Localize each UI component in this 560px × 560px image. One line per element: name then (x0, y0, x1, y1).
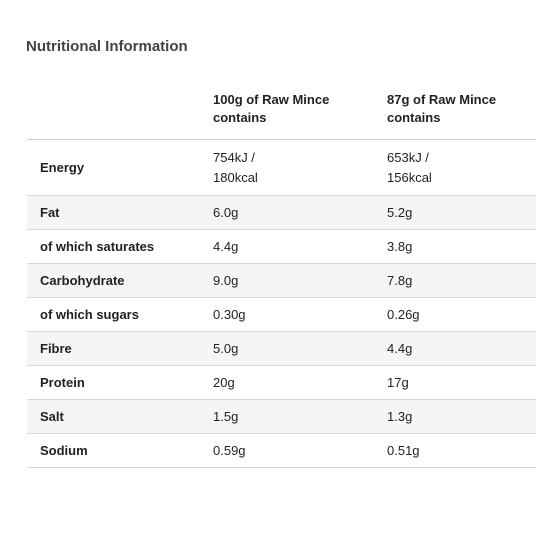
value-per-100g: 4.4g (213, 229, 387, 264)
value-per-87g: 653kJ / 156kcal (387, 139, 536, 196)
value-line: 156kcal (387, 169, 432, 185)
value-per-87g: 5.2g (387, 195, 536, 230)
value-per-87g: 3.8g (387, 229, 536, 264)
table-row: Salt 1.5g 1.3g (27, 399, 536, 434)
value-per-87g: 0.51g (387, 433, 536, 468)
table-row: of which sugars 0.30g 0.26g (27, 297, 536, 332)
value-per-100g: 1.5g (213, 399, 387, 434)
value-per-100g: 20g (213, 365, 387, 400)
value-per-87g: 4.4g (387, 331, 536, 366)
header-nutrient (27, 82, 213, 140)
value-per-100g: 754kJ / 180kcal (213, 139, 387, 196)
value-per-87g: 0.26g (387, 297, 536, 332)
table-row: Sodium 0.59g 0.51g (27, 433, 536, 468)
value-per-100g: 0.59g (213, 433, 387, 468)
table-row: Protein 20g 17g (27, 365, 536, 400)
row-label: Carbohydrate (27, 263, 213, 298)
table-row: Fibre 5.0g 4.4g (27, 331, 536, 366)
nutrition-table: 100g of Raw Mince contains 87g of Raw Mi… (27, 82, 536, 468)
table-row: of which saturates 4.4g 3.8g (27, 229, 536, 264)
value-per-100g: 9.0g (213, 263, 387, 298)
table-header-row: 100g of Raw Mince contains 87g of Raw Mi… (27, 82, 536, 140)
value-line: 180kcal (213, 169, 258, 185)
value-line: 754kJ / (213, 149, 255, 165)
row-label: Sodium (27, 433, 213, 468)
table-row: Carbohydrate 9.0g 7.8g (27, 263, 536, 298)
value-per-87g: 7.8g (387, 263, 536, 298)
row-label: Salt (27, 399, 213, 434)
value-per-100g: 6.0g (213, 195, 387, 230)
row-label: Energy (27, 139, 213, 196)
row-label: Fibre (27, 331, 213, 366)
row-label: of which saturates (27, 229, 213, 264)
value-per-87g: 17g (387, 365, 536, 400)
table-row: Fat 6.0g 5.2g (27, 195, 536, 230)
row-label: Protein (27, 365, 213, 400)
page-title: Nutritional Information (26, 38, 188, 55)
value-line: 653kJ / (387, 149, 429, 165)
header-per-87g: 87g of Raw Mince contains (387, 82, 536, 140)
header-per-100g: 100g of Raw Mince contains (213, 82, 387, 140)
row-label: Fat (27, 195, 213, 230)
value-per-100g: 0.30g (213, 297, 387, 332)
value-per-87g: 1.3g (387, 399, 536, 434)
row-label: of which sugars (27, 297, 213, 332)
value-per-100g: 5.0g (213, 331, 387, 366)
table-row: Energy 754kJ / 180kcal 653kJ / 156kcal (27, 139, 536, 196)
